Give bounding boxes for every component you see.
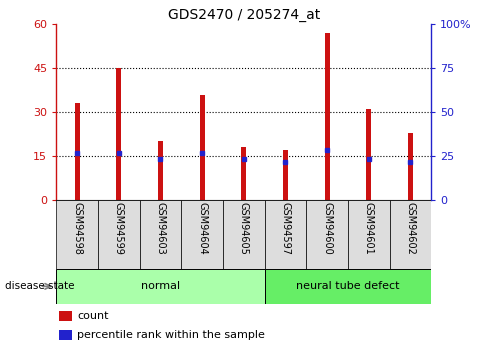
Title: GDS2470 / 205274_at: GDS2470 / 205274_at (168, 8, 320, 22)
Bar (408, 133, 413, 200)
FancyBboxPatch shape (98, 200, 140, 269)
Text: normal: normal (141, 282, 180, 291)
Bar (59, 310, 72, 321)
Text: GSM94599: GSM94599 (114, 202, 124, 255)
Text: GSM94603: GSM94603 (155, 202, 166, 255)
Bar (283, 150, 288, 200)
Text: GSM94600: GSM94600 (322, 202, 332, 255)
Text: GSM94597: GSM94597 (280, 202, 291, 255)
Bar (158, 141, 163, 200)
Bar (199, 95, 205, 200)
Text: neural tube defect: neural tube defect (296, 282, 400, 291)
Text: GSM94602: GSM94602 (405, 202, 416, 255)
FancyBboxPatch shape (265, 200, 306, 269)
Bar (59, 330, 72, 340)
Text: disease state: disease state (5, 282, 74, 291)
FancyBboxPatch shape (390, 200, 431, 269)
FancyBboxPatch shape (348, 200, 390, 269)
FancyBboxPatch shape (223, 200, 265, 269)
FancyBboxPatch shape (56, 269, 265, 304)
Text: GSM94605: GSM94605 (239, 202, 249, 255)
Bar (324, 33, 330, 200)
Text: GSM94598: GSM94598 (72, 202, 82, 255)
Bar (366, 109, 371, 200)
Text: count: count (77, 311, 109, 321)
FancyBboxPatch shape (306, 200, 348, 269)
Bar (116, 68, 122, 200)
FancyBboxPatch shape (56, 200, 98, 269)
FancyBboxPatch shape (265, 269, 431, 304)
FancyBboxPatch shape (140, 200, 181, 269)
Text: percentile rank within the sample: percentile rank within the sample (77, 330, 265, 339)
Bar (74, 104, 80, 200)
Bar (241, 147, 246, 200)
Text: GSM94601: GSM94601 (364, 202, 374, 255)
FancyBboxPatch shape (181, 200, 223, 269)
Text: GSM94604: GSM94604 (197, 202, 207, 255)
